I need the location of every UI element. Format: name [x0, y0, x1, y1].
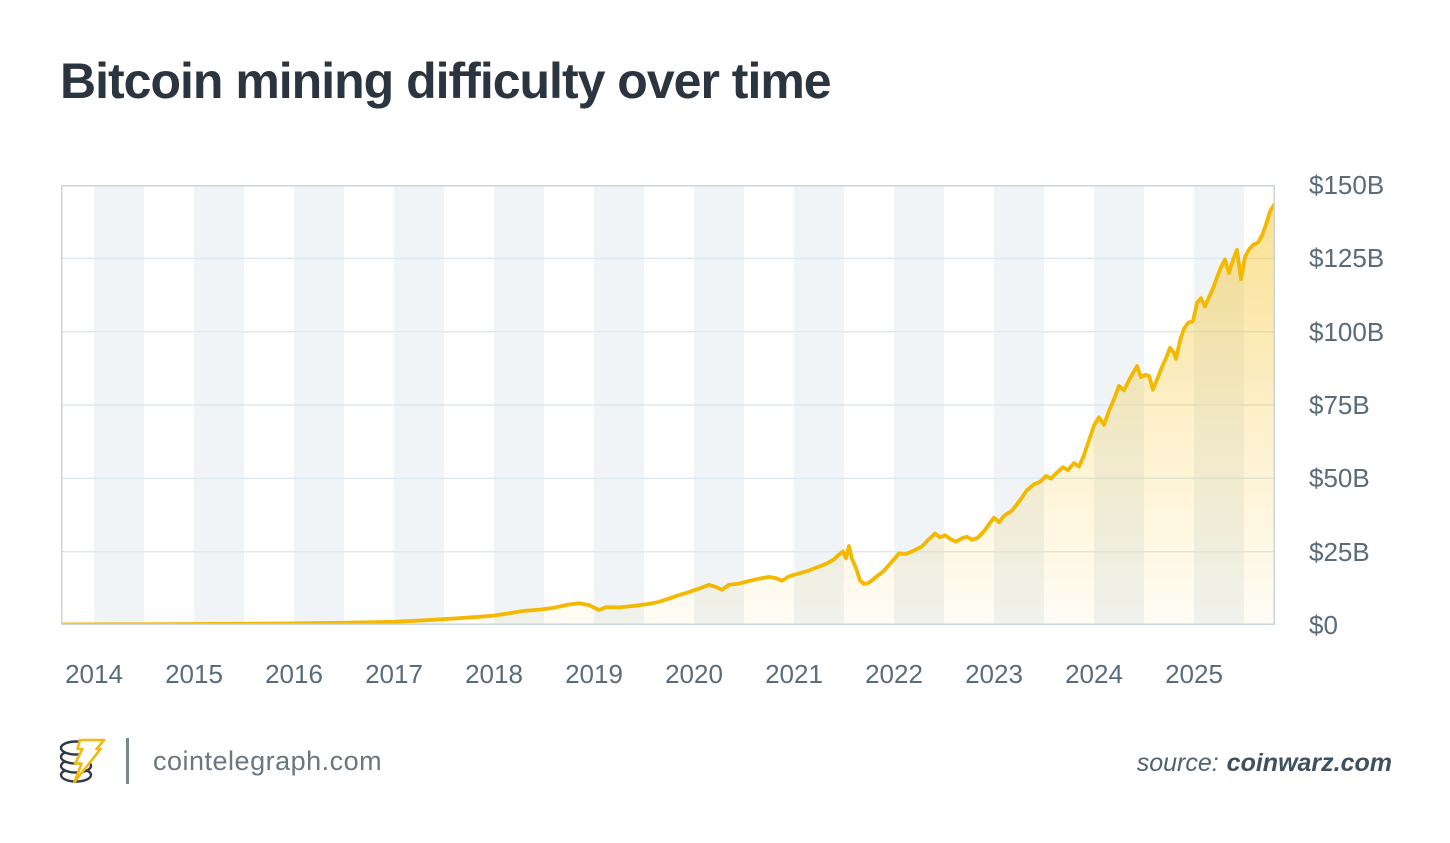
x-axis-label: 2014 [65, 659, 123, 689]
x-axis-label: 2015 [165, 659, 223, 689]
plot-border [61, 185, 1275, 625]
footer-branding: cointelegraph.com [57, 735, 382, 787]
difficulty-line [61, 202, 1275, 625]
y-axis-label: $50B [1309, 463, 1370, 494]
y-axis-label: $125B [1309, 243, 1385, 274]
x-axis-label: 2024 [1065, 659, 1123, 689]
x-axis-label: 2025 [1165, 659, 1223, 689]
difficulty-area-chart [61, 185, 1275, 625]
x-axis-label: 2019 [565, 659, 623, 689]
x-axis-label: 2016 [265, 659, 323, 689]
x-axis-label: 2020 [665, 659, 723, 689]
source-prefix: source: [1136, 749, 1219, 777]
y-axis-label: $75B [1309, 390, 1370, 420]
y-axis-label: $0 [1309, 610, 1338, 640]
x-axis-label: 2022 [865, 659, 923, 689]
cointelegraph-logo [59, 738, 106, 784]
x-axis-label: 2018 [465, 659, 523, 689]
page-title: Bitcoin mining difficulty over time [60, 53, 832, 109]
chart-plot-area [61, 185, 1275, 625]
x-axis-label: 2017 [365, 659, 423, 689]
lightning-bolt-icon [73, 738, 106, 784]
y-axis-label: $150B [1309, 170, 1385, 200]
source-attribution: source: coinwarz.com [1137, 749, 1392, 778]
source-name: coinwarz.com [1226, 749, 1392, 777]
y-axis-label: $100B [1309, 316, 1385, 347]
site-label: cointelegraph.com [153, 745, 383, 776]
footer-divider [126, 738, 129, 784]
area-fill [61, 204, 1274, 625]
x-axis-label: 2023 [965, 659, 1023, 689]
y-axis-label: $25B [1309, 536, 1370, 567]
x-axis-label: 2021 [765, 659, 823, 689]
